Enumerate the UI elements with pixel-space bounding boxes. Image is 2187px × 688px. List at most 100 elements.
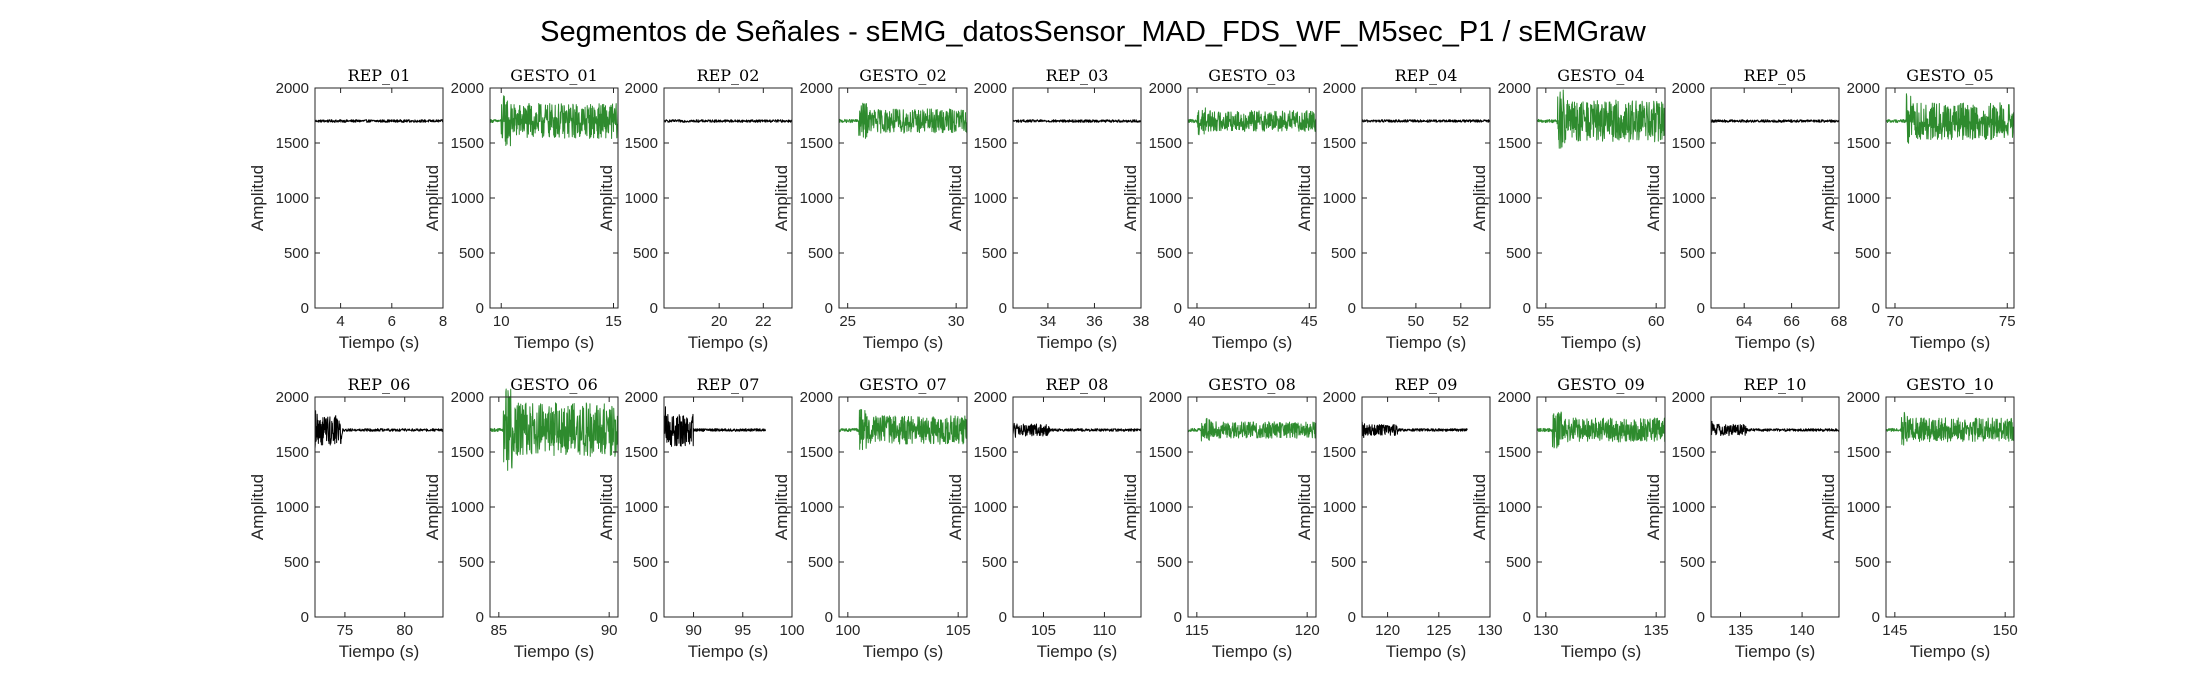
x-axis-label: Tiempo (s) xyxy=(1910,333,1991,352)
ytick-label: 500 xyxy=(284,245,309,262)
signal-line-gesto-01 xyxy=(489,95,619,147)
panel-title-rep-01: REP_01 xyxy=(348,66,411,85)
ytick-label: 0 xyxy=(650,300,658,317)
signal-line-rep-02 xyxy=(663,119,793,123)
x-axis-label: Tiempo (s) xyxy=(688,333,769,352)
panel-title-gesto-06: GESTO_06 xyxy=(510,375,598,394)
ytick-label: 1000 xyxy=(800,190,833,207)
ytick-label: 500 xyxy=(1855,554,1880,571)
ytick-label: 500 xyxy=(1680,554,1705,571)
ytick-label: 500 xyxy=(1157,554,1182,571)
ytick-label: 500 xyxy=(1331,554,1356,571)
ytick-label: 2000 xyxy=(1498,80,1531,97)
ytick-label: 0 xyxy=(825,300,833,317)
xtick-label: 40 xyxy=(1189,313,1206,330)
xtick-label: 105 xyxy=(946,622,971,639)
panel-title-rep-07: REP_07 xyxy=(697,375,760,394)
y-axis-label: Amplitud xyxy=(1121,474,1140,540)
ytick-label: 1000 xyxy=(1672,190,1705,207)
xtick-label: 145 xyxy=(1882,622,1907,639)
xtick-label: 45 xyxy=(1301,313,1318,330)
signal-line-gesto-10 xyxy=(1885,411,2015,446)
xtick-label: 60 xyxy=(1648,313,1665,330)
subplot-gesto-06: 0 500 1000 1500 2000 85 90 GESTO_06 Tiempo (s) Am… xyxy=(423,375,619,661)
xtick-label: 55 xyxy=(1537,313,1554,330)
ytick-label: 2000 xyxy=(800,389,833,406)
ytick-label: 0 xyxy=(1523,609,1531,626)
signal-line-gesto-06 xyxy=(489,388,619,471)
ytick-label: 2000 xyxy=(1498,389,1531,406)
ytick-label: 2000 xyxy=(1672,389,1705,406)
signal-line-gesto-02 xyxy=(838,102,968,139)
ytick-label: 1000 xyxy=(1149,499,1182,516)
y-axis-label: Amplitud xyxy=(248,474,267,540)
x-axis-label: Tiempo (s) xyxy=(1037,642,1118,661)
y-axis-label: Amplitud xyxy=(1470,165,1489,231)
x-axis-label: Tiempo (s) xyxy=(1212,333,1293,352)
ytick-label: 2000 xyxy=(625,80,658,97)
panel-title-rep-08: REP_08 xyxy=(1046,375,1109,394)
signal-line-gesto-07 xyxy=(838,409,968,451)
xtick-label: 95 xyxy=(734,622,751,639)
ytick-label: 500 xyxy=(633,554,658,571)
xtick-label: 100 xyxy=(835,622,860,639)
subplot-rep-06: 0 500 1000 1500 2000 75 80 REP_06 Tiempo (s) Ampl… xyxy=(248,375,444,661)
xtick-label: 22 xyxy=(755,313,772,330)
subplot-rep-08: 0 500 1000 1500 2000 105 110 REP_08 Tiempo (s) Am… xyxy=(946,375,1142,661)
y-axis-label: Amplitud xyxy=(1819,165,1838,231)
ytick-label: 1500 xyxy=(1847,135,1880,152)
panel-title-gesto-01: GESTO_01 xyxy=(510,66,598,85)
signal-line-gesto-03 xyxy=(1187,107,1317,136)
xtick-label: 66 xyxy=(1783,313,1800,330)
ytick-label: 2000 xyxy=(974,389,1007,406)
ytick-label: 1000 xyxy=(1323,499,1356,516)
ytick-label: 0 xyxy=(1697,609,1705,626)
xtick-label: 4 xyxy=(336,313,344,330)
panel-title-gesto-03: GESTO_03 xyxy=(1208,66,1296,85)
subplot-gesto-05: 0 500 1000 1500 2000 70 75 GESTO_05 Tiempo (s) Am… xyxy=(1819,66,2016,352)
panel-title-rep-06: REP_06 xyxy=(348,375,411,394)
y-axis-label: Amplitud xyxy=(946,474,965,540)
ytick-label: 500 xyxy=(284,554,309,571)
xtick-label: 80 xyxy=(396,622,413,639)
xtick-label: 110 xyxy=(1092,622,1116,639)
ytick-label: 2000 xyxy=(1323,80,1356,97)
x-axis-label: Tiempo (s) xyxy=(1561,642,1642,661)
y-axis-label: Amplitud xyxy=(597,165,616,231)
ytick-label: 0 xyxy=(1523,300,1531,317)
xtick-label: 34 xyxy=(1040,313,1057,330)
xtick-label: 125 xyxy=(1426,622,1451,639)
panel-title-gesto-09: GESTO_09 xyxy=(1557,375,1645,394)
figure-title: Segmentos de Señales - sEMG_datosSensor_… xyxy=(540,16,1647,48)
ytick-label: 1000 xyxy=(1149,190,1182,207)
subplot-gesto-04: 0 500 1000 1500 2000 55 60 GESTO_04 Tiempo (s) Am… xyxy=(1470,66,1666,352)
x-axis-label: Tiempo (s) xyxy=(1910,642,1991,661)
panel-title-gesto-08: GESTO_08 xyxy=(1208,375,1296,394)
panel-title-gesto-07: GESTO_07 xyxy=(859,375,947,394)
ytick-label: 2000 xyxy=(1323,389,1356,406)
xtick-label: 36 xyxy=(1086,313,1103,330)
ytick-label: 0 xyxy=(476,300,484,317)
ytick-label: 2000 xyxy=(1847,389,1880,406)
ytick-label: 1500 xyxy=(1847,444,1880,461)
ytick-label: 0 xyxy=(301,609,309,626)
ytick-label: 0 xyxy=(1174,300,1182,317)
ytick-label: 0 xyxy=(1348,300,1356,317)
subplot-rep-10: 0 500 1000 1500 2000 135 140 REP_10 Tiempo (s) Am… xyxy=(1644,375,1840,661)
xtick-label: 64 xyxy=(1736,313,1753,330)
x-axis-label: Tiempo (s) xyxy=(1212,642,1293,661)
subplot-gesto-01: 0 500 1000 1500 2000 10 15 GESTO_01 Tiempo (s) Am… xyxy=(423,66,622,352)
ytick-label: 1000 xyxy=(625,499,658,516)
xtick-label: 15 xyxy=(605,313,622,330)
panel-title-gesto-05: GESTO_05 xyxy=(1906,66,1994,85)
panel-title-rep-09: REP_09 xyxy=(1395,375,1458,394)
subplot-rep-04: 0 500 1000 1500 2000 50 52 REP_04 Tiempo (s) Ampl… xyxy=(1295,66,1491,352)
ytick-label: 0 xyxy=(476,609,484,626)
ytick-label: 2000 xyxy=(276,80,309,97)
subplot-gesto-07: 0 500 1000 1500 2000 100 105 GESTO_07 Tiempo (s)… xyxy=(772,375,971,661)
ytick-label: 1500 xyxy=(451,444,484,461)
subplot-rep-05: 0 500 1000 1500 2000 64 66 68 REP_05 Tiempo (s) Am… xyxy=(1644,66,1847,352)
ytick-label: 0 xyxy=(1348,609,1356,626)
ytick-label: 0 xyxy=(825,609,833,626)
